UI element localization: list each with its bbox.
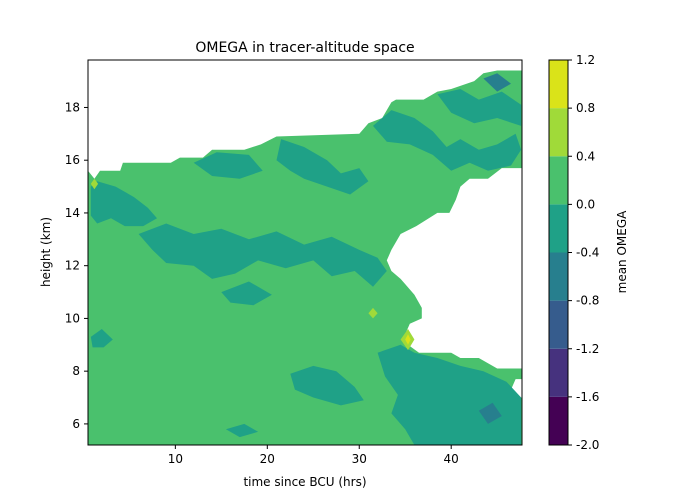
contour-region-14 (368, 307, 378, 319)
x-tick-label: 40 (444, 452, 459, 466)
y-axis-label: height (km) (39, 217, 53, 287)
x-axis-label: time since BCU (hrs) (243, 475, 366, 489)
x-tick-label: 20 (260, 452, 275, 466)
contour-region-16 (405, 334, 411, 345)
contour-region-6 (221, 281, 272, 306)
colorbar-ticks: -2.0 -1.6 -1.2 -0.8 -0.4 0.0 0.4 0.8 1.2 (568, 53, 599, 452)
colorbar-band-6 (549, 108, 568, 157)
colorbar-tick-label: -0.8 (576, 294, 599, 308)
colorbar-band-0 (549, 396, 568, 445)
colorbar-band-2 (549, 300, 568, 349)
contour-region-12 (478, 402, 502, 424)
y-axis-ticks: 6 8 10 12 14 16 18 (65, 100, 88, 431)
colorbar-tick-label: -2.0 (576, 438, 599, 452)
contour-region-2 (193, 152, 263, 179)
contour-region-1 (138, 223, 387, 287)
colorbar-tick-label: 0.8 (576, 101, 595, 115)
colorbar-band-7 (549, 60, 568, 109)
colorbar-label: mean OMEGA (615, 210, 629, 294)
colorbar-band-5 (549, 156, 568, 205)
contour-region-3 (276, 139, 369, 195)
y-tick-label: 12 (65, 259, 80, 273)
y-tick-label: 8 (72, 364, 80, 378)
y-tick-label: 16 (65, 153, 80, 167)
colorbar-tick-label: 1.2 (576, 53, 595, 67)
y-tick-label: 14 (65, 206, 80, 220)
contour-region-10 (225, 423, 259, 438)
contour-region-11 (483, 73, 511, 92)
contour-region-7 (290, 365, 364, 406)
colorbar-tick-label: 0.0 (576, 197, 595, 211)
colorbar-tick-label: -1.6 (576, 390, 599, 404)
contour-regions (90, 73, 522, 445)
colorbar-tick-label: 0.4 (576, 149, 595, 163)
y-tick-label: 10 (65, 311, 80, 325)
colorbar-tick-label: -1.2 (576, 342, 599, 356)
y-tick-label: 18 (65, 100, 80, 114)
plot-area (88, 70, 522, 445)
contour-region-4 (373, 110, 522, 171)
contour-region-0 (90, 181, 157, 227)
contour-region-8 (377, 344, 522, 445)
contour-region-9 (90, 329, 113, 348)
y-tick-label: 6 (72, 417, 80, 431)
colorbar (548, 59, 569, 446)
plot-frame (87, 59, 523, 446)
contour-region-13 (90, 178, 99, 190)
x-axis-ticks: 10 20 30 40 (168, 445, 459, 466)
colorbar-band-3 (549, 252, 568, 301)
colorbar-band-1 (549, 348, 568, 397)
colorbar-band-4 (549, 204, 568, 253)
contour-region-5 (437, 89, 522, 126)
colorbar-tick-label: -0.4 (576, 246, 599, 260)
x-tick-label: 10 (168, 452, 183, 466)
chart-title: OMEGA in tracer-altitude space (195, 40, 414, 56)
x-tick-label: 30 (352, 452, 367, 466)
